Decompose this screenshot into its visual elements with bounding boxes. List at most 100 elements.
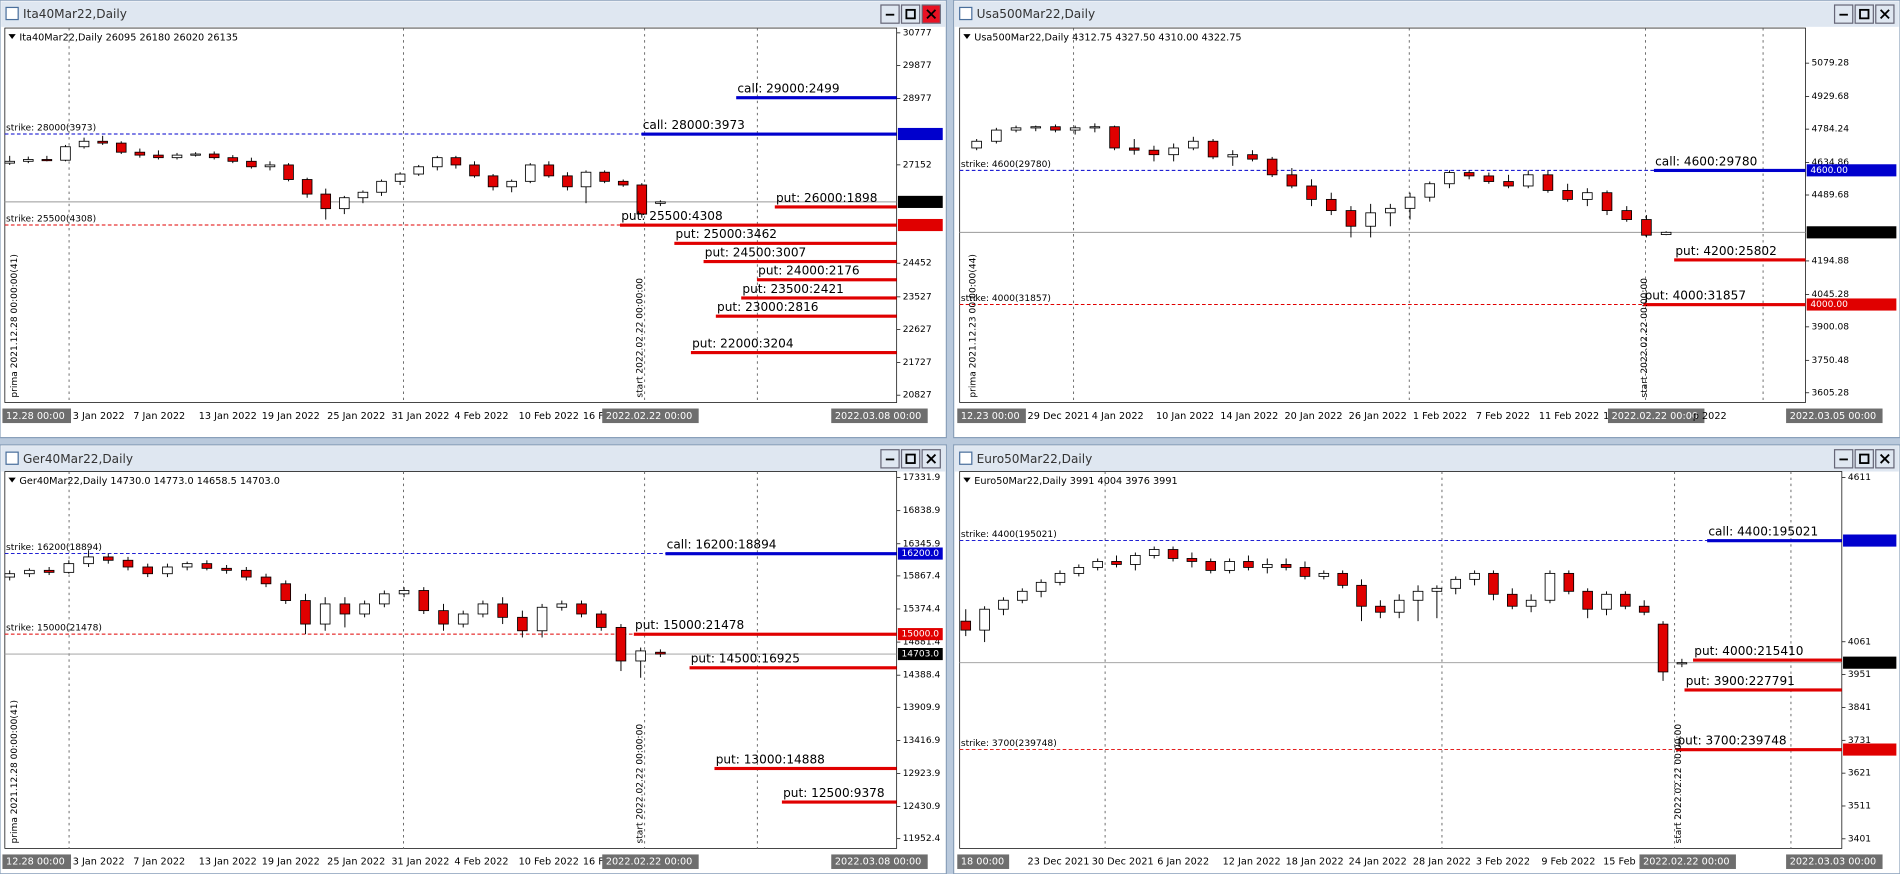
button-bg[interactable] xyxy=(900,4,921,24)
minimize-button[interactable] xyxy=(1833,449,1854,469)
date-label: 7 Jan 2022 xyxy=(133,411,185,422)
oi-bar xyxy=(756,278,897,282)
vertical-label: start 2022.02.22 00:00:00 xyxy=(1640,278,1650,398)
button-icon[interactable] xyxy=(1859,453,1870,464)
button-icon[interactable] xyxy=(905,8,916,20)
price-marker xyxy=(1843,743,1897,756)
candle-body xyxy=(1050,126,1061,131)
candle-body xyxy=(339,197,350,210)
maximize-button[interactable] xyxy=(1854,4,1874,24)
price-tick-label: 24452 xyxy=(903,259,932,269)
date-highlight xyxy=(1786,408,1883,424)
candle-body xyxy=(1148,149,1160,156)
price-tick-label: 3511 xyxy=(1848,801,1871,811)
candle-body xyxy=(394,173,406,182)
candle-body xyxy=(1641,219,1652,236)
chart-window: Ger40Mar22,Daily Ger40Mar22,Daily 14730.0… xyxy=(0,444,947,874)
close-button[interactable] xyxy=(1875,449,1895,469)
candle-body xyxy=(1186,558,1198,562)
date-label: 9 Feb 2022 xyxy=(1541,857,1595,868)
price-marker xyxy=(897,218,943,232)
symbol-info: Ger40Mar22,Daily 14730.0 14773.0 14658.5… xyxy=(19,476,280,487)
candle-body xyxy=(43,569,55,573)
candle-body xyxy=(1424,183,1436,198)
candle-body xyxy=(615,626,627,662)
candle-body xyxy=(991,129,1002,142)
minimize-button[interactable] xyxy=(880,449,900,469)
maximize-button[interactable] xyxy=(900,449,921,469)
candle-body xyxy=(1365,212,1376,227)
minimize-button[interactable] xyxy=(1833,4,1854,24)
oi-bar xyxy=(641,132,897,136)
oi-bar xyxy=(1707,539,1842,543)
candle-body xyxy=(1247,154,1258,160)
candle-body xyxy=(543,164,555,177)
date-label: 12.28 00:00 xyxy=(6,411,65,422)
candle-body xyxy=(1582,192,1593,200)
candle-body xyxy=(1188,140,1199,149)
oi-bar xyxy=(1674,258,1806,262)
date-label: 7 Jan 2022 xyxy=(133,857,185,868)
date-highlight xyxy=(957,408,1026,424)
price-tick-label: 28977 xyxy=(903,94,932,104)
candle-body xyxy=(63,563,75,573)
oi-label: call: 16200:18894 xyxy=(667,538,777,552)
oi-label: put: 3700:239748 xyxy=(1677,734,1786,748)
close-button[interactable] xyxy=(1875,4,1895,24)
button-icon[interactable] xyxy=(905,453,916,464)
candle-body xyxy=(1227,154,1239,158)
candle-body xyxy=(1109,126,1120,149)
date-label: 24 Jan 2022 xyxy=(1349,857,1407,868)
button-bg[interactable] xyxy=(1854,4,1874,24)
button-icon[interactable] xyxy=(1879,9,1890,19)
candle-body xyxy=(413,166,424,175)
candle-body xyxy=(1128,147,1140,151)
candle-body xyxy=(1601,593,1612,610)
price-tick-label: 13416.9 xyxy=(903,736,941,746)
date-label: 1 Feb 2022 xyxy=(1413,411,1467,422)
button-icon[interactable] xyxy=(926,9,937,19)
button-icon[interactable] xyxy=(1879,453,1890,464)
button-bg[interactable] xyxy=(900,449,921,469)
candle-body xyxy=(78,140,90,148)
oi-bar xyxy=(703,259,897,264)
oi-bar xyxy=(714,766,897,771)
oi-bar xyxy=(774,205,897,209)
candle-body xyxy=(1035,581,1047,592)
price-tick-label: 3750.48 xyxy=(1812,356,1850,366)
price-tick-label: 16838.9 xyxy=(903,506,941,516)
close-button[interactable] xyxy=(921,4,941,24)
price-tick-label: 12430.9 xyxy=(903,802,941,812)
price-marker xyxy=(1843,656,1897,669)
date-label: 11 Feb 2022 xyxy=(1539,411,1599,422)
date-label: 2022.02.22 00:00 xyxy=(1612,411,1698,422)
candle-body xyxy=(1054,572,1066,583)
candle-body xyxy=(599,171,610,182)
price-tick-label: 17331.9 xyxy=(903,473,941,483)
candle-body xyxy=(1111,561,1122,565)
candle-body xyxy=(617,180,629,186)
maximize-button[interactable] xyxy=(1854,449,1874,469)
oi-bar xyxy=(1653,168,1806,173)
date-label: 4 Feb 2022 xyxy=(454,411,508,422)
date-label: 10 Feb 2022 xyxy=(519,857,579,868)
date-highlight xyxy=(602,408,699,424)
candle-body xyxy=(1582,590,1593,610)
window-icon xyxy=(5,451,19,465)
candle-body xyxy=(280,583,292,601)
button-bg[interactable] xyxy=(1854,449,1874,469)
price-tick-label: 16345.9 xyxy=(903,539,941,549)
minimize-button[interactable] xyxy=(880,4,900,24)
close-button[interactable] xyxy=(921,449,941,469)
maximize-button[interactable] xyxy=(900,4,921,24)
button-icon[interactable] xyxy=(1859,8,1870,20)
button-icon[interactable] xyxy=(926,453,937,464)
date-label: 2022.03.03 00:00 xyxy=(1790,857,1876,868)
price-tick-label: 23527 xyxy=(903,292,932,302)
candle-body xyxy=(1563,572,1575,592)
date-label: 2022.02.22 00:00 xyxy=(606,411,692,422)
price-tick-label: 4784.24 xyxy=(1812,125,1850,135)
candle-body xyxy=(1503,181,1514,187)
candle-body xyxy=(1073,567,1085,574)
